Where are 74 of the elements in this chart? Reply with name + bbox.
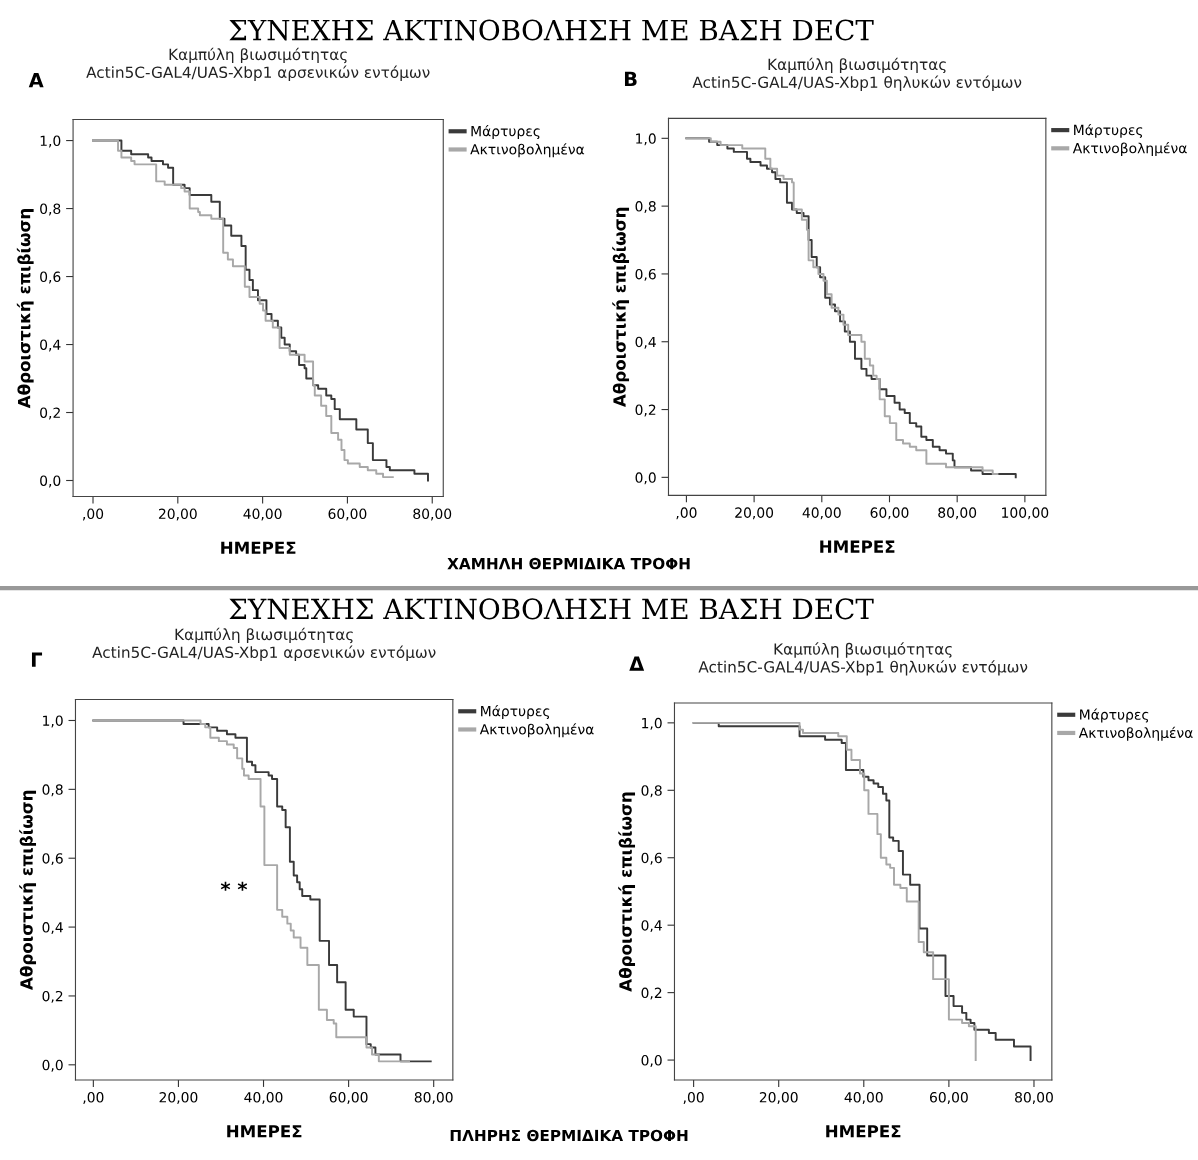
x-tick-label: 40,00	[243, 508, 282, 521]
chart-title: Καμπύλη βιωσιμότητας Actin5C-GAL4/UAS-Xbp1 αρσενικών εντόμων	[86, 47, 430, 81]
y-tick-label: 0,6	[641, 852, 662, 865]
y-tick-label: 0,8	[641, 785, 662, 798]
x-tick-label: 60,00	[329, 1092, 368, 1104]
y-tick-label: 0,4	[635, 336, 656, 349]
x-tick-label: 80,00	[938, 507, 977, 520]
y-tick-label: 1,0	[642, 717, 662, 730]
text: ΧΑΜΗΛΗ ΘΕΡΜΙΔΙΚΑ ΤΡΟΦΗ	[447, 557, 690, 570]
text: B	[624, 71, 637, 86]
x-tick-label: 100,00	[1002, 507, 1049, 520]
y-tick-label: 0,8	[42, 784, 63, 797]
x-axis-title: ΗΜΕΡΕΣ	[820, 540, 895, 553]
x-tick-label: 60,00	[929, 1092, 968, 1104]
x-tick-label: ,00	[676, 507, 697, 520]
x-tick-label: 80,00	[413, 508, 452, 521]
legend-label: Ακτινοβολημένα	[470, 143, 585, 158]
y-tick-label: 0,6	[635, 268, 656, 281]
legend-label: Μάρτυρες	[1080, 708, 1149, 723]
legend-label: Μάρτυρες	[481, 705, 550, 720]
y-tick-label: 0,4	[641, 920, 662, 933]
y-tick-label: 0,4	[40, 339, 61, 352]
legend-label: Ακτινοβολημένα	[479, 723, 594, 738]
text: Δ	[629, 656, 645, 671]
x-tick-label: 40,00	[802, 507, 841, 520]
legend-label: Μάρτυρες	[1074, 123, 1143, 138]
x-tick-label: 20,00	[735, 507, 774, 520]
annotation: * *	[220, 881, 248, 891]
y-tick-label: 0,2	[40, 407, 60, 420]
x-tick-label: 20,00	[759, 1092, 798, 1104]
y-tick-label: 0,0	[42, 1059, 63, 1072]
x-axis-title: ΗΜΕΡΕΣ	[826, 1125, 901, 1138]
y-tick-label: 1,0	[43, 715, 63, 728]
x-axis-title: ΗΜΕΡΕΣ	[227, 1125, 302, 1138]
y-axis-title: Αθροιστική επιβίωση	[16, 209, 34, 409]
text: ΣΥΝΕΧΗΣ ΑΚΤΙΝΟΒΟΛΗΣΗ ΜΕ ΒΑΣΗ DECT	[229, 598, 874, 620]
x-tick-label: 60,00	[328, 508, 367, 521]
x-tick-label: 80,00	[414, 1092, 453, 1104]
x-tick-label: ,00	[83, 508, 104, 521]
y-tick-label: 0,8	[40, 203, 61, 216]
x-tick-label: 60,00	[870, 507, 909, 520]
x-tick-label: 40,00	[244, 1092, 283, 1104]
text: A	[28, 72, 44, 88]
y-tick-label: 0,0	[40, 475, 61, 488]
x-axis-title: ΗΜΕΡΕΣ	[221, 541, 296, 554]
y-tick-label: 0,4	[42, 922, 63, 934]
y-tick-label: 1,0	[40, 135, 61, 148]
y-tick-label: 0,8	[635, 201, 656, 214]
y-tick-label: 0,2	[42, 990, 63, 1003]
y-tick-label: 1,0	[636, 133, 656, 146]
chart-title: Καμπύλη βιωσιμότητας Actin5C-GAL4/UAS-Xbp1 θηλυκών εντόμων	[692, 57, 1022, 91]
legend-label: Μάρτυρες	[471, 125, 540, 140]
chart-title: Καμπύλη βιωσιμότητας Actin5C-GAL4/UAS-Xbp1 θηλυκών εντόμων	[698, 642, 1028, 676]
legend-label: Ακτινοβολημένα	[1078, 726, 1193, 741]
y-tick-label: 0,6	[42, 853, 63, 866]
text: ΣΥΝΕΧΗΣ ΑΚΤΙΝΟΒΟΛΗΣΗ ΜΕ ΒΑΣΗ DECT	[229, 19, 874, 41]
y-tick-label: 0,2	[641, 987, 662, 1000]
y-tick-label: 0,0	[635, 472, 656, 485]
x-tick-label: 20,00	[158, 508, 197, 521]
y-tick-label: 0,6	[40, 271, 61, 284]
x-tick-label: ,00	[683, 1092, 704, 1104]
x-tick-label: 80,00	[1015, 1092, 1053, 1104]
y-axis-title: Αθροιστική επιβίωση	[612, 207, 630, 408]
text: ΠΛΗΡΗΣ ΘΕΡΜΙΔΙΚΑ ΤΡΟΦΗ	[450, 1129, 688, 1142]
y-axis-title: Αθροιστική επιβίωση	[618, 792, 636, 992]
chart-title: Καμπύλη βιωσιμότητας Actin5C-GAL4/UAS-Xbp1 αρσενικών εντόμων	[92, 627, 436, 661]
y-tick-label: 0,2	[635, 404, 656, 417]
legend-label: Ακτινοβολημένα	[1072, 142, 1187, 157]
x-tick-label: 20,00	[159, 1092, 198, 1104]
x-tick-label: 40,00	[844, 1092, 883, 1104]
y-tick-label: 0,0	[641, 1055, 662, 1067]
y-axis-title: Αθροιστική επιβίωση	[19, 790, 37, 990]
x-tick-label: ,00	[83, 1092, 104, 1104]
text: Γ	[31, 652, 43, 667]
